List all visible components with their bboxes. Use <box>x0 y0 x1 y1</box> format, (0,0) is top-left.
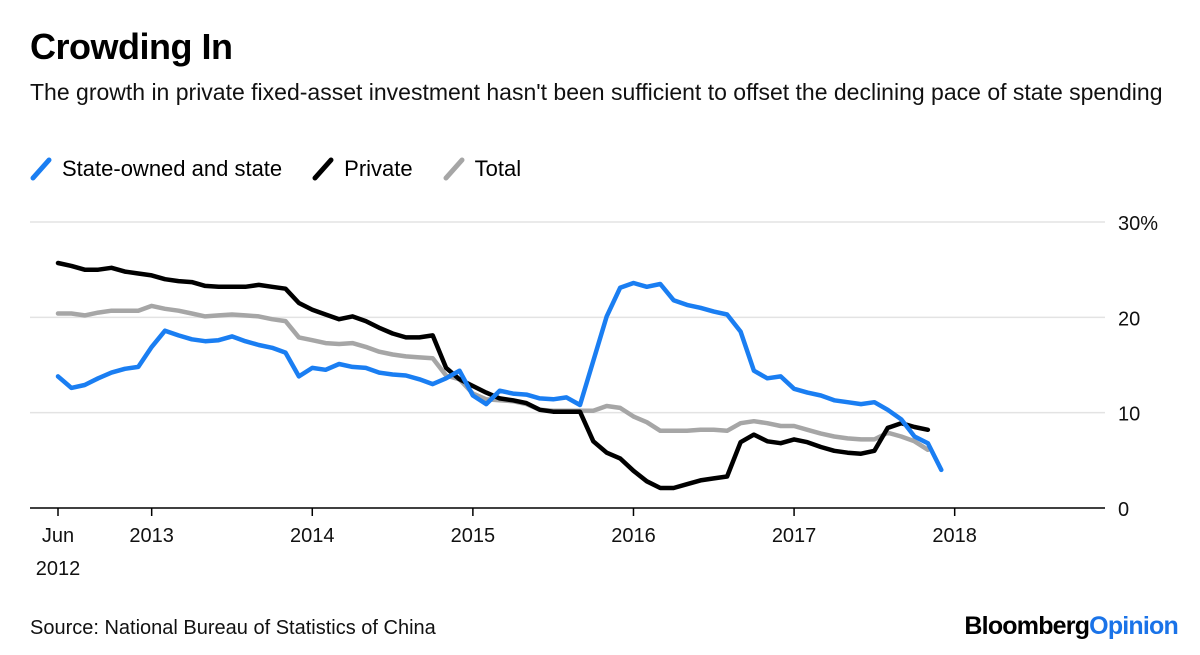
x-tick-label-3: 2015 <box>451 525 496 547</box>
x-tick-label-1: 2013 <box>129 525 174 547</box>
legend-swatch-private <box>312 157 334 181</box>
legend-item-total: Total <box>443 156 521 182</box>
legend: State-owned and state Private Total <box>30 156 551 182</box>
brand-part2: Opinion <box>1089 612 1179 640</box>
y-tick-label-10: 10 <box>1118 404 1140 426</box>
x-tick-label-2: 2014 <box>290 525 335 547</box>
legend-label-total: Total <box>474 156 522 181</box>
source-note: Source: National Bureau of Statistics of… <box>30 617 436 639</box>
brand-part1: Bloomberg <box>964 612 1090 640</box>
legend-swatch-total <box>443 157 465 181</box>
x-tick-label-5: 2017 <box>772 525 817 547</box>
legend-label-state: State-owned and state <box>62 156 283 181</box>
series-line-state-owned-and-state <box>55 280 944 473</box>
series-line-private <box>55 260 931 491</box>
y-tick-label-30: 30% <box>1118 213 1158 235</box>
y-tick-label-20: 20 <box>1118 308 1140 330</box>
x-tick-label-6: 2018 <box>932 525 977 547</box>
x-tick-label-4: 2016 <box>611 525 656 547</box>
series-line-total <box>55 303 931 453</box>
legend-item-state: State-owned and state <box>30 156 282 182</box>
x-tick-label-0: Jun <box>42 525 74 547</box>
y-tick-label-0: 0 <box>1118 499 1129 521</box>
legend-swatch-state <box>30 157 52 181</box>
legend-label-private: Private <box>344 156 413 181</box>
chart-subtitle: The growth in private fixed-asset invest… <box>30 79 1163 105</box>
brand-logo: BloombergOpinion <box>964 612 1178 641</box>
legend-item-private: Private <box>312 156 413 182</box>
chart-title: Crowding In <box>30 26 233 67</box>
x-tick-label-0-line2: 2012 <box>36 558 81 580</box>
